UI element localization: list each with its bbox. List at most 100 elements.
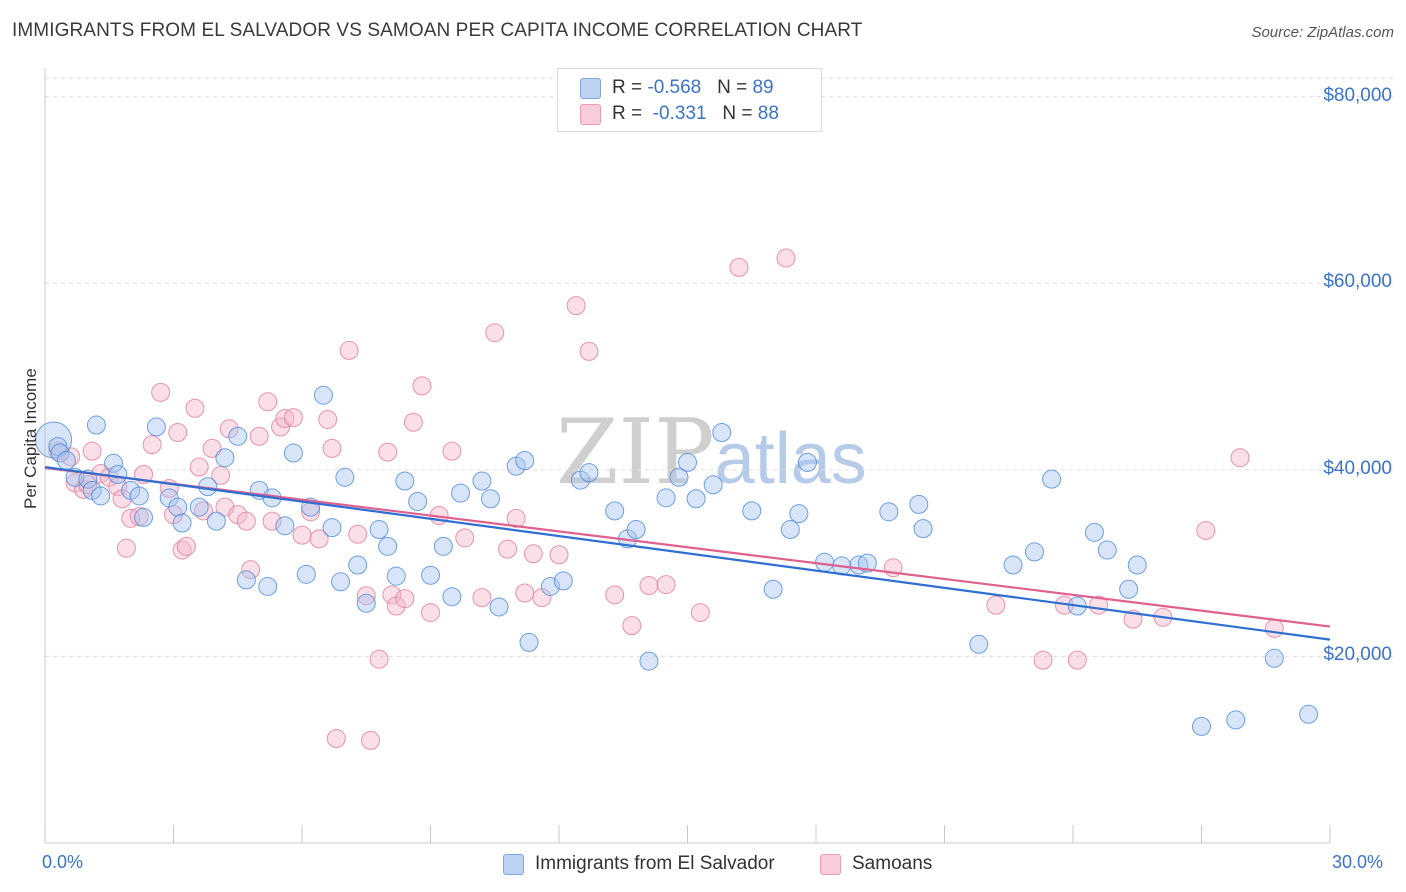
el-salvador-point	[335, 467, 355, 487]
el-salvador-point	[712, 423, 732, 443]
source-label: Source: ZipAtlas.com	[1251, 24, 1394, 41]
el-salvador-point	[515, 451, 535, 470]
samoans-point	[151, 382, 171, 402]
samoans-point	[176, 536, 196, 556]
el-salvador-point	[857, 553, 877, 573]
bottom-legend-el-salvador: Immigrants from El Salvador	[503, 852, 803, 876]
samoans-point	[1067, 650, 1087, 670]
watermark: ZIPatlas	[556, 400, 867, 505]
samoans-point	[579, 341, 599, 361]
samoans-point	[292, 525, 312, 545]
el-salvador-point	[421, 565, 440, 585]
el-salvador-point	[1127, 555, 1147, 575]
samoans-point	[202, 438, 222, 458]
el-salvador-point	[639, 651, 659, 671]
el-salvador-point	[605, 501, 625, 521]
samoans-point	[515, 583, 535, 603]
samoans-point	[421, 603, 440, 623]
el-salvador-point	[378, 536, 398, 556]
el-salvador-point	[369, 520, 389, 540]
watermark-zip: ZIP	[556, 400, 715, 505]
samoans-point	[986, 595, 1006, 615]
stats-legend: R = -0.568 N = 89 R = -0.331 N = 88	[557, 68, 822, 132]
x-tick-max: 30.0%	[1332, 852, 1384, 872]
el-salvador-point	[386, 566, 406, 586]
el-salvador-point	[275, 516, 295, 536]
samoans-trend-line	[44, 466, 1331, 628]
samoans-point	[729, 257, 749, 277]
el-salvador-point	[489, 597, 509, 617]
el-salvador-point	[969, 634, 989, 654]
samoans-point	[348, 524, 368, 544]
samoans-point	[1230, 448, 1250, 468]
el-salvador-point	[313, 385, 333, 405]
samoans-point	[361, 730, 381, 750]
el-salvador-point	[909, 494, 929, 514]
el-salvador-point	[442, 587, 462, 607]
samoans-point	[82, 441, 102, 461]
el-salvador-point	[678, 452, 697, 472]
samoans-point	[236, 511, 256, 531]
el-salvador-point	[519, 632, 539, 652]
samoans-point	[1033, 650, 1053, 670]
el-salvador-point	[356, 593, 376, 613]
samoans-point	[326, 729, 346, 749]
samoans-point	[322, 438, 342, 458]
el-salvador-point	[331, 572, 351, 592]
bottom-legend-samoans: Samoans	[820, 852, 960, 876]
el-salvador-point	[480, 489, 500, 509]
el-salvador-point	[540, 576, 560, 596]
legend-stats-text: R = -0.331 N = 88	[612, 103, 779, 124]
samoans-point	[356, 586, 376, 606]
samoans-point	[403, 412, 423, 432]
el-salvador-point	[913, 519, 933, 539]
el-salvador-point	[283, 443, 303, 463]
samoans-point	[262, 511, 282, 531]
samoans-point	[318, 409, 338, 429]
samoans-point	[498, 539, 518, 559]
samoans-point	[690, 603, 710, 623]
legend-swatch-pink	[580, 104, 601, 125]
el-salvador-point	[669, 467, 689, 487]
legend-label: Samoans	[852, 853, 933, 874]
legend-swatch-blue	[503, 854, 524, 875]
samoans-point	[412, 376, 432, 396]
samoans-point	[241, 560, 261, 580]
el-salvador-point	[296, 564, 316, 584]
el-salvador-point	[395, 471, 415, 491]
el-salvador-point	[1299, 704, 1319, 724]
samoans-point	[185, 398, 205, 418]
el-salvador-point	[56, 451, 76, 470]
el-salvador-point	[206, 511, 226, 531]
el-salvador-point	[236, 570, 256, 590]
el-salvador-point	[472, 471, 492, 491]
el-salvador-point	[789, 504, 809, 524]
el-salvador-point	[50, 443, 70, 463]
el-salvador-point	[1084, 522, 1104, 542]
el-salvador-point	[1264, 648, 1284, 668]
samoans-point	[258, 392, 278, 412]
samoans-point	[339, 340, 359, 360]
samoans-point	[455, 528, 475, 548]
el-salvador-point	[742, 501, 762, 521]
el-salvador-point	[322, 518, 342, 538]
samoans-point	[605, 585, 625, 605]
samoans-point	[168, 423, 188, 443]
samoans-point	[142, 435, 162, 455]
samoans-point	[523, 544, 543, 564]
y-tick-label: $60,000	[1323, 271, 1392, 293]
samoans-point	[472, 588, 492, 608]
samoans-point	[116, 538, 136, 558]
y-tick-label: $80,000	[1323, 84, 1392, 106]
el-salvador-point	[408, 492, 428, 512]
el-salvador-point	[258, 576, 278, 596]
el-salvador-point	[1226, 710, 1246, 730]
legend-stats-text: R = -0.568 N = 89	[612, 77, 774, 98]
el-salvador-point	[172, 513, 192, 533]
el-salvador-point	[86, 415, 106, 435]
el-salvador-point	[797, 452, 817, 472]
samoans-point	[442, 441, 462, 461]
el-salvador-point	[228, 426, 248, 446]
el-salvador-point	[189, 497, 209, 517]
el-salvador-point	[553, 571, 573, 591]
